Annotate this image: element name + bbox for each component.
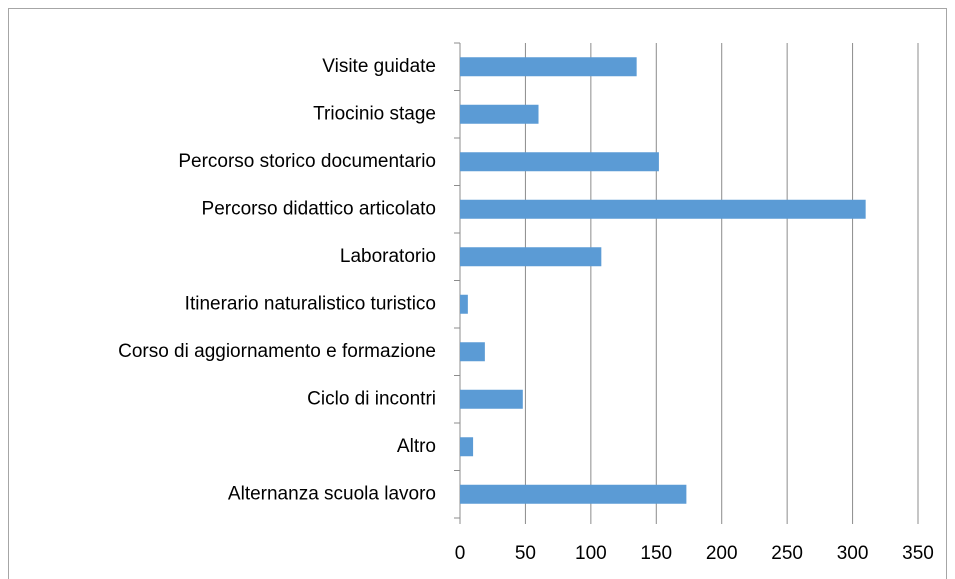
bar (460, 152, 659, 172)
bar (460, 104, 539, 124)
bar (460, 294, 468, 314)
y-tick-label: Altro (397, 436, 436, 457)
x-tick-label: 50 (515, 543, 536, 564)
bar (460, 247, 602, 267)
x-tick-label: 200 (706, 543, 738, 564)
bar (460, 199, 866, 219)
x-tick-label: 250 (771, 543, 803, 564)
y-tick-label: Percorso storico documentario (178, 151, 436, 172)
y-tick-label: Itinerario naturalistico turistico (185, 293, 436, 314)
bar (460, 342, 485, 362)
y-tick-label: Percorso didattico articolato (202, 198, 436, 219)
x-tick-label: 300 (837, 543, 869, 564)
y-tick-label: Visite guidate (322, 56, 436, 77)
x-tick-label: 350 (902, 543, 934, 564)
y-tick-label: Alternanza scuola lavoro (228, 483, 436, 504)
x-tick-label: 100 (575, 543, 607, 564)
bar (460, 57, 637, 77)
x-tick-label: 0 (455, 543, 466, 564)
y-tick-label: Laboratorio (340, 246, 436, 267)
y-tick-label: Corso di aggiornamento e formazione (118, 341, 436, 362)
y-tick-label: Triocinio stage (313, 103, 436, 124)
y-tick-label: Ciclo di incontri (307, 388, 436, 409)
chart-border (8, 8, 947, 579)
bar (460, 437, 474, 457)
bar (460, 389, 523, 409)
x-tick-label: 150 (640, 543, 672, 564)
bar (460, 484, 687, 504)
